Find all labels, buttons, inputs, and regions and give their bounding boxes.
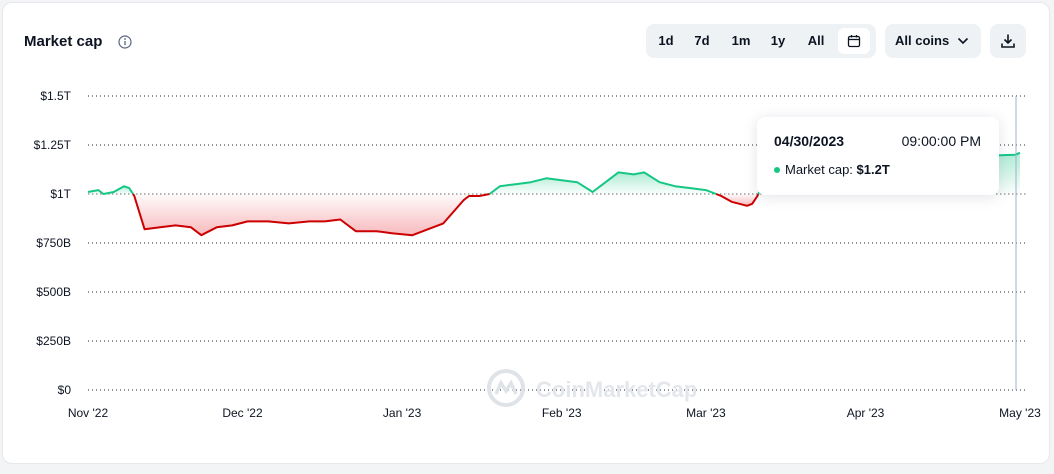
x-tick-label: Nov '22 bbox=[68, 406, 109, 420]
chevron-down-icon bbox=[957, 37, 969, 45]
y-tick-label: $250B bbox=[36, 334, 71, 348]
calendar-range-button[interactable] bbox=[838, 28, 870, 54]
y-tick-label: $0 bbox=[58, 383, 72, 397]
x-tick-label: Mar '23 bbox=[686, 406, 726, 420]
x-tick-label: May '23 bbox=[999, 406, 1041, 420]
y-tick-label: $500B bbox=[36, 285, 71, 299]
coinmarketcap-logo-icon bbox=[487, 369, 525, 407]
tooltip-value-row: Market cap: $1.2T bbox=[785, 162, 890, 177]
x-tick-label: Apr '23 bbox=[847, 406, 885, 420]
range-1d-button[interactable]: 1d bbox=[658, 33, 674, 48]
area-below-baseline bbox=[716, 194, 759, 206]
coins-dropdown-label: All coins bbox=[895, 33, 950, 48]
time-range-selector: 1d 7d 1m 1y All bbox=[646, 24, 876, 58]
tooltip-value: $1.2T bbox=[856, 162, 890, 177]
y-tick-label: $750B bbox=[36, 236, 71, 250]
tooltip-label: Market cap: bbox=[785, 162, 853, 177]
market-cap-card bbox=[2, 2, 1050, 464]
tooltip-time: 09:00:00 PM bbox=[901, 133, 981, 149]
series-line-down bbox=[132, 193, 490, 237]
coinmarketcap-watermark: CoinMarketCap bbox=[487, 369, 697, 407]
y-tick-label: $1.5T bbox=[40, 89, 71, 103]
coins-dropdown[interactable]: All coins bbox=[885, 24, 981, 58]
x-axis: Nov '22 Dec '22 Jan '23 Feb '23 Mar '23 Apr '… bbox=[68, 406, 1041, 420]
y-axis: $0 $250B $500B $750B $1T $1.25T $1.5T bbox=[34, 89, 72, 397]
area-above-baseline bbox=[489, 172, 717, 194]
area-below-baseline bbox=[133, 194, 490, 236]
x-tick-label: Dec '22 bbox=[222, 406, 263, 420]
info-icon[interactable] bbox=[118, 35, 132, 49]
y-tick-label: $1.25T bbox=[34, 138, 72, 152]
chart-title: Market cap bbox=[24, 33, 103, 50]
range-1m-button[interactable]: 1m bbox=[731, 33, 751, 48]
calendar-icon bbox=[847, 35, 861, 48]
tooltip-series-dot bbox=[774, 167, 780, 173]
chart-tooltip: 04/30/2023 09:00:00 PM Market cap: $1.2T bbox=[757, 117, 999, 195]
series-line-up bbox=[488, 171, 717, 195]
download-icon bbox=[1001, 34, 1015, 48]
download-button[interactable] bbox=[990, 24, 1026, 58]
range-1y-button[interactable]: 1y bbox=[770, 33, 786, 48]
x-tick-label: Feb '23 bbox=[542, 406, 582, 420]
x-tick-label: Jan '23 bbox=[383, 406, 422, 420]
y-tick-label: $1T bbox=[50, 187, 71, 201]
watermark-text: CoinMarketCap bbox=[536, 377, 697, 402]
series-line-up bbox=[87, 185, 134, 195]
series-line-down bbox=[715, 193, 760, 207]
range-7d-button[interactable]: 7d bbox=[694, 33, 710, 48]
range-all-button[interactable]: All bbox=[807, 33, 825, 48]
tooltip-date: 04/30/2023 bbox=[774, 133, 845, 149]
